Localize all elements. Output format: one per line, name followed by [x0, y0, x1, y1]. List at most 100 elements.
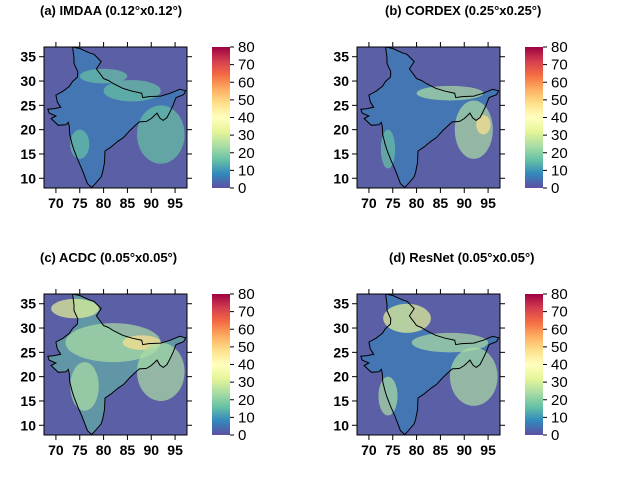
field-region	[454, 100, 493, 159]
x-tick-label: 95	[167, 442, 183, 458]
y-tick-label: 20	[333, 122, 349, 138]
x-tick-label: 75	[72, 442, 88, 458]
x-tick-label: 85	[433, 442, 449, 458]
panel-title: (d) ResNet (0.05°x0.05°)	[389, 250, 535, 265]
field-region	[416, 85, 484, 101]
x-tick-label: 90	[456, 442, 472, 458]
plot-frame	[356, 293, 501, 436]
x-tick-label: 85	[120, 442, 136, 458]
colorbar-label: 80	[551, 286, 568, 303]
field-region	[476, 115, 491, 135]
field-region	[136, 105, 185, 164]
colorbar-label: 50	[238, 339, 255, 356]
x-tick-label: 70	[361, 195, 377, 211]
country-border	[360, 294, 500, 435]
colorbar-label: 40	[551, 110, 568, 127]
panel-c-acdc: (c) ACDC (0.05°x0.05°) 70 75 80 85 90 95 35 30 2…	[0, 247, 313, 494]
colorbar-label: 70	[238, 304, 255, 321]
x-tick-label: 75	[72, 195, 88, 211]
colorbar-label: 40	[551, 357, 568, 374]
colorbar	[212, 294, 230, 435]
heatmap-field	[44, 294, 187, 435]
field-region	[378, 376, 398, 416]
colorbar-label: 0	[238, 427, 246, 444]
panel-b-cordex: (b) CORDEX (0.25°x0.25°) 70 75 80 85 90 95 35 3…	[313, 0, 626, 247]
colorbar-label: 10	[238, 162, 255, 179]
x-tick-label: 95	[167, 195, 183, 211]
colorbar-label: 0	[238, 180, 246, 197]
colorbar-label: 30	[551, 127, 568, 144]
y-tick-label: 30	[20, 73, 36, 89]
y-tick-label: 15	[20, 393, 36, 409]
colorbar-label: 30	[238, 374, 255, 391]
plot-frame	[356, 46, 501, 189]
colorbar-label: 40	[238, 357, 255, 374]
panel-chart: 70 75 80 85 90 953530252015108070605040302010…	[333, 286, 568, 458]
y-tick-label: 10	[333, 417, 349, 433]
y-tick-label: 25	[20, 97, 36, 113]
y-tick-label: 25	[333, 97, 349, 113]
y-tick-label: 25	[20, 344, 36, 360]
x-tick-label: 70	[48, 195, 64, 211]
y-tick-label: 10	[20, 417, 36, 433]
colorbar-label: 50	[551, 92, 568, 109]
y-tick-label: 35	[20, 49, 36, 65]
y-tick-label: 15	[333, 393, 349, 409]
x-tick-label: 85	[120, 195, 136, 211]
y-tick-label: 30	[333, 320, 349, 336]
colorbar-label: 30	[551, 374, 568, 391]
panel-chart: 70 75 80 85 90 953530252015108070605040302010…	[20, 39, 255, 211]
land-field	[360, 47, 499, 188]
colorbar-label: 20	[238, 145, 255, 162]
country-border	[360, 47, 500, 188]
x-tick-label: 70	[361, 442, 377, 458]
x-tick-label: 90	[143, 442, 159, 458]
colorbar-label: 10	[551, 162, 568, 179]
field-region	[79, 68, 128, 84]
field-region	[70, 129, 90, 159]
field-region	[70, 362, 99, 411]
colorbar-label: 20	[551, 392, 568, 409]
country-border	[47, 47, 187, 188]
colorbar-label: 30	[238, 127, 255, 144]
colorbar-label: 0	[551, 427, 559, 444]
colorbar-label: 20	[551, 145, 568, 162]
colorbar-label: 70	[238, 57, 255, 74]
x-tick-label: 90	[456, 195, 472, 211]
colorbar	[525, 47, 543, 188]
panel-a-imdaa: (a) IMDAA (0.12°x0.12°) 70 75 80 85 90 95 35 30…	[0, 0, 313, 247]
x-tick-label: 70	[48, 442, 64, 458]
y-tick-label: 20	[333, 369, 349, 385]
colorbar-label: 80	[238, 286, 255, 303]
field-region	[411, 332, 489, 353]
colorbar-label: 50	[238, 92, 255, 109]
panel-chart: 70 75 80 85 90 953530252015108070605040302010…	[20, 286, 255, 458]
colorbar-label: 80	[551, 39, 568, 56]
colorbar-label: 40	[238, 110, 255, 127]
y-tick-label: 10	[333, 170, 349, 186]
y-tick-label: 20	[20, 122, 36, 138]
field-region	[449, 347, 498, 406]
x-tick-label: 75	[385, 195, 401, 211]
colorbar-label: 60	[238, 74, 255, 91]
field-region	[383, 303, 431, 333]
x-tick-label: 80	[96, 442, 112, 458]
y-tick-label: 15	[20, 146, 36, 162]
x-tick-label: 90	[143, 195, 159, 211]
colorbar-label: 10	[551, 409, 568, 426]
colorbar-label: 60	[238, 321, 255, 338]
colorbar-label: 70	[551, 304, 568, 321]
x-tick-label: 95	[480, 195, 496, 211]
x-tick-label: 85	[433, 195, 449, 211]
plot-frame	[43, 293, 188, 436]
colorbar-label: 60	[551, 321, 568, 338]
y-tick-label: 20	[20, 369, 36, 385]
y-tick-label: 35	[20, 296, 36, 312]
panel-chart: 70 75 80 85 90 953530252015108070605040302010…	[333, 39, 568, 211]
panel-title: (b) CORDEX (0.25°x0.25°)	[385, 3, 542, 18]
heatmap-field	[357, 47, 500, 188]
y-tick-label: 35	[333, 49, 349, 65]
field-region	[136, 342, 185, 401]
colorbar	[212, 47, 230, 188]
colorbar-label: 50	[551, 339, 568, 356]
